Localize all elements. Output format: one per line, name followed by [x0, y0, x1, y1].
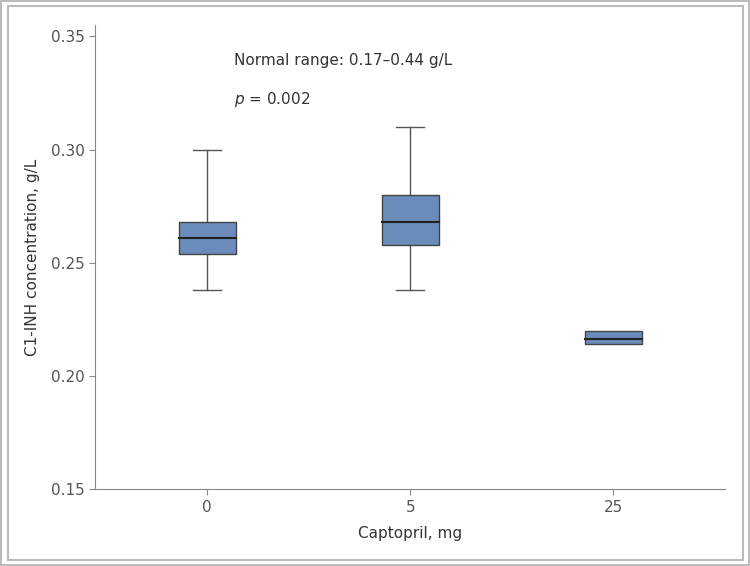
Bar	[382, 195, 439, 245]
Bar	[178, 222, 236, 254]
X-axis label: Captopril, mg: Captopril, mg	[358, 526, 462, 541]
Y-axis label: C1-INH concentration, g/L: C1-INH concentration, g/L	[25, 158, 40, 356]
Text: $p$ = 0.002: $p$ = 0.002	[234, 90, 310, 109]
Bar	[585, 331, 642, 345]
Text: Normal range: 0.17–0.44 g/L: Normal range: 0.17–0.44 g/L	[234, 53, 452, 68]
